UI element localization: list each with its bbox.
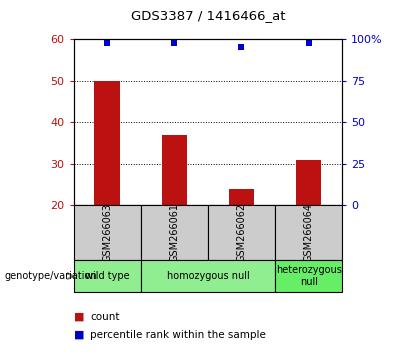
Text: GSM266062: GSM266062: [236, 203, 247, 262]
Text: genotype/variation: genotype/variation: [4, 271, 97, 281]
Text: wild type: wild type: [85, 271, 129, 281]
Bar: [141, 205, 208, 260]
Bar: [275, 205, 342, 260]
Text: heterozygous
null: heterozygous null: [276, 265, 341, 287]
Text: percentile rank within the sample: percentile rank within the sample: [90, 330, 266, 339]
Bar: [74, 260, 141, 292]
Text: ■: ■: [74, 312, 84, 322]
Text: GSM266063: GSM266063: [102, 203, 112, 262]
Bar: [94, 81, 120, 205]
Text: GDS3387 / 1416466_at: GDS3387 / 1416466_at: [131, 9, 285, 22]
Text: ■: ■: [74, 330, 84, 339]
Bar: [74, 205, 141, 260]
Bar: [275, 260, 342, 292]
Bar: [229, 189, 254, 205]
Bar: [296, 160, 321, 205]
Text: homozygous null: homozygous null: [166, 271, 249, 281]
Bar: [162, 135, 187, 205]
Text: GSM266064: GSM266064: [304, 203, 314, 262]
Text: GSM266061: GSM266061: [169, 203, 179, 262]
Bar: [141, 260, 275, 292]
Bar: [208, 205, 275, 260]
Text: count: count: [90, 312, 120, 322]
